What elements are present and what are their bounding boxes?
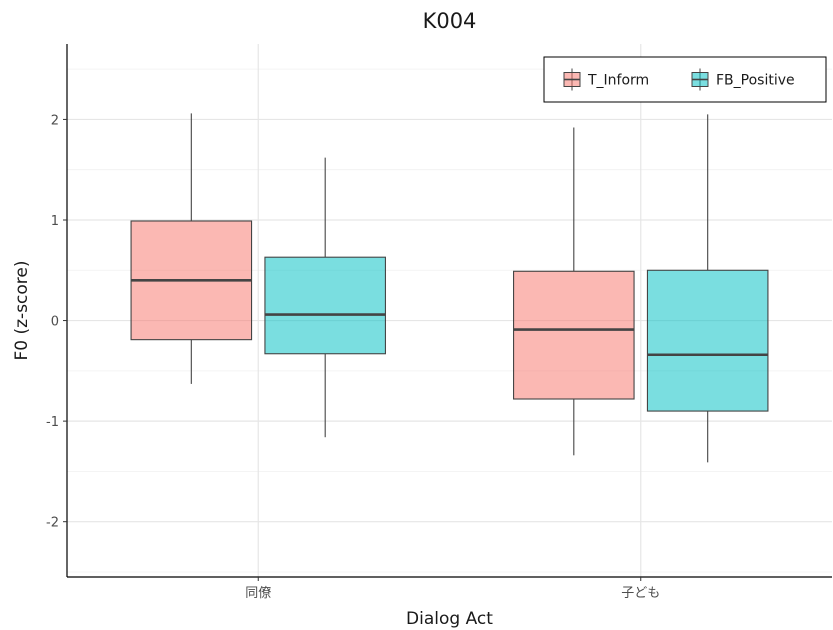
- x-tick-label: 同僚: [245, 586, 271, 601]
- y-axis-title: F0 (z-score): [12, 261, 32, 361]
- box-body: [264, 256, 386, 355]
- box-FB_Positive-0: [264, 157, 386, 438]
- x-axis-title: Dialog Act: [406, 609, 493, 629]
- legend-frame: [543, 56, 827, 103]
- y-tick-label: 1: [51, 214, 59, 229]
- legend-label: FB_Positive: [716, 73, 795, 89]
- box-T_Inform-0: [130, 113, 253, 384]
- x-tick-label: 子ども: [621, 586, 660, 601]
- plot-area: -2 -1 0 1 2 同僚 子ども: [46, 44, 832, 601]
- box-body: [513, 270, 635, 400]
- chart-title: K004: [423, 9, 477, 33]
- y-tick-label: 2: [51, 113, 59, 128]
- legend: T_Inform FB_Positive: [543, 56, 827, 103]
- y-tick-label: -2: [46, 516, 59, 531]
- box-FB_Positive-1: [646, 114, 769, 463]
- box-body: [646, 269, 769, 412]
- y-tick-label: 0: [51, 315, 59, 330]
- y-tick-label: -1: [46, 415, 59, 430]
- legend-label: T_Inform: [587, 73, 649, 89]
- box-T_Inform-1: [513, 127, 635, 456]
